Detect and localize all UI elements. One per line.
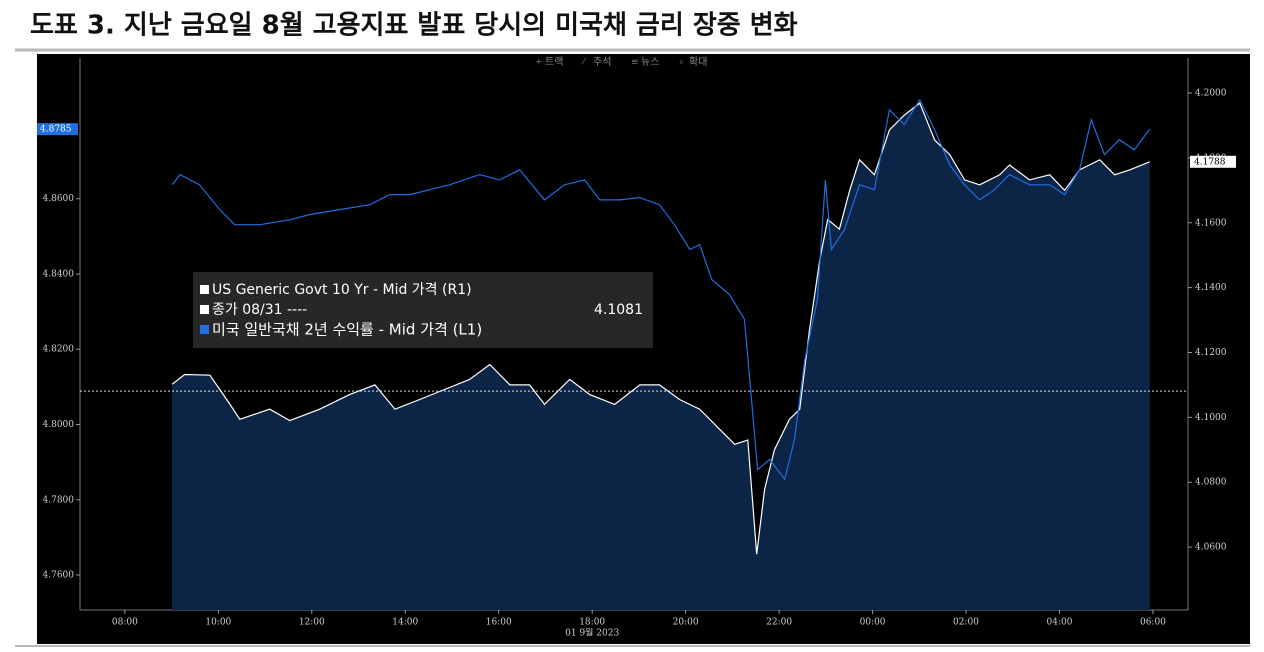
y2-tick-label: 4.1600 <box>1195 218 1227 228</box>
toolbar-icon: ≡ <box>631 58 639 68</box>
legend-swatch <box>200 325 209 334</box>
x-tick-label: 08:00 <box>112 618 138 628</box>
x-tick-label: 14:00 <box>392 618 418 628</box>
toolbar-icon: ⁄ <box>581 58 587 68</box>
y-tick-label: 4.7600 <box>43 571 75 581</box>
toolbar-item: 확대 <box>689 56 707 68</box>
y2-tick-label: 4.2000 <box>1195 89 1227 99</box>
y-tick-label: 4.7800 <box>43 495 75 505</box>
x-tick-label: 12:00 <box>299 618 325 628</box>
legend-label: 종가 08/31 ---- <box>212 302 307 318</box>
last-value-label: 4.1788 <box>1194 157 1226 167</box>
y2-tick-label: 4.0800 <box>1195 478 1227 488</box>
toolbar-item: 뉴스 <box>641 56 659 68</box>
legend-value: 4.1081 <box>594 302 643 318</box>
legend-label: 미국 일반국채 2년 수익률 - Mid 가격 (L1) <box>212 321 482 339</box>
x-tick-label: 22:00 <box>766 618 792 628</box>
line <box>171 98 1151 481</box>
x-tick-label: 20:00 <box>673 618 699 628</box>
y2-tick-label: 4.0600 <box>1195 543 1227 553</box>
toolbar-icon: ⌕ <box>679 58 684 68</box>
x-tick-label: 18:00 <box>579 618 605 628</box>
y-tick-label: 4.8200 <box>43 345 75 355</box>
x-axis-note: 01 9월 2023 <box>565 627 619 639</box>
legend-swatch <box>200 305 209 314</box>
last-value-tag <box>37 123 78 136</box>
x-tick-label: 02:00 <box>953 618 979 628</box>
area <box>172 103 1150 610</box>
toolbar-item: 주석 <box>593 56 611 68</box>
legend-swatch <box>200 285 209 294</box>
x-tick-label: 06:00 <box>1140 618 1166 628</box>
y-tick-label: 4.8000 <box>43 420 75 430</box>
y2-tick-label: 4.1400 <box>1195 283 1227 293</box>
y-tick-label: 4.8400 <box>43 269 75 279</box>
x-tick-label: 00:00 <box>860 618 886 628</box>
toolbar-icon: + <box>535 58 543 68</box>
x-tick-label: 16:00 <box>486 618 512 628</box>
x-tick-label: 10:00 <box>205 618 231 628</box>
x-tick-label: 04:00 <box>1047 618 1073 628</box>
y2-tick-label: 4.1200 <box>1195 348 1227 358</box>
y2-tick-label: 4.1000 <box>1195 413 1227 423</box>
line <box>171 102 1150 555</box>
toolbar-item: 트랙 <box>545 56 563 68</box>
y-tick-label: 4.8600 <box>43 194 75 204</box>
chart-title: 도표 3. 지난 금요일 8월 고용지표 발표 당시의 미국채 금리 장중 변화 <box>30 11 798 41</box>
last-value-label: 4.8785 <box>40 125 72 135</box>
legend-label: US Generic Govt 10 Yr - Mid 가격 (R1) <box>212 282 472 298</box>
last-value-tag <box>1190 155 1236 168</box>
legend-box <box>193 272 653 348</box>
